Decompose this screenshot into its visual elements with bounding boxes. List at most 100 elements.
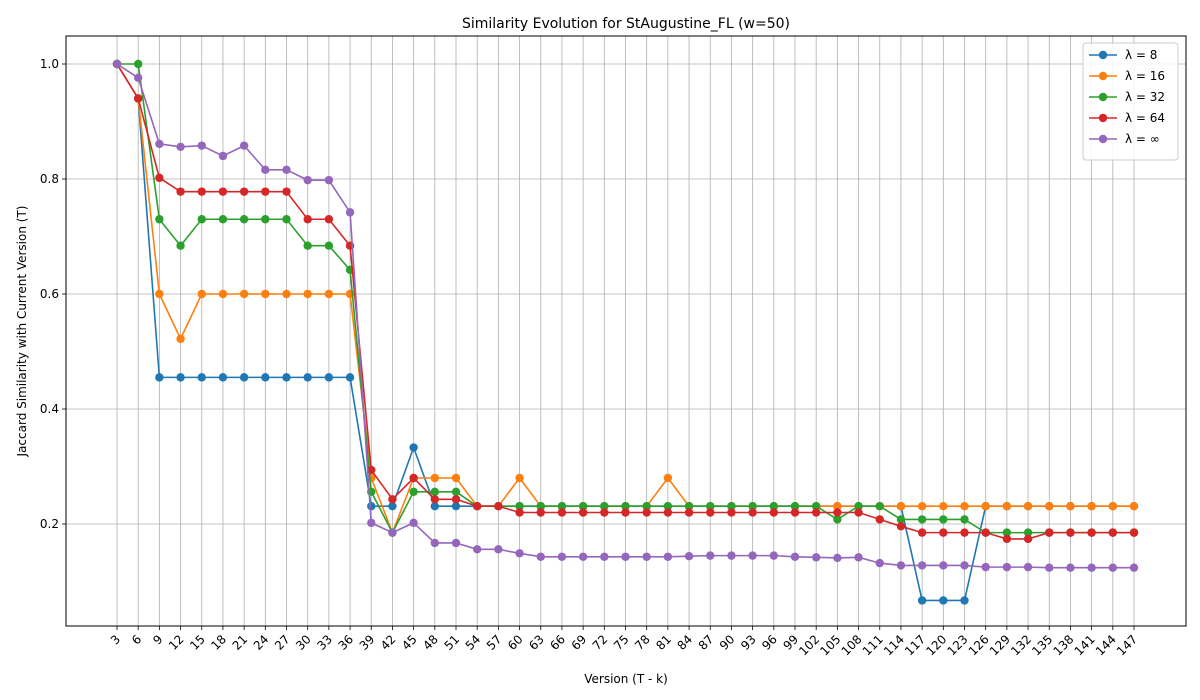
data-point [875, 558, 884, 568]
data-point [600, 508, 609, 517]
data-point [684, 501, 694, 511]
x-axis-title: Version (T - k) [584, 672, 668, 686]
data-point [324, 241, 334, 250]
data-point [896, 561, 906, 570]
data-point [155, 215, 164, 224]
data-point [917, 596, 927, 605]
data-point [197, 215, 206, 224]
data-point [324, 215, 334, 224]
data-point [515, 549, 524, 558]
data-point [896, 515, 906, 524]
data-point [1129, 501, 1139, 511]
data-point [261, 289, 270, 299]
data-point [197, 187, 206, 196]
data-point [748, 501, 757, 511]
data-point [960, 515, 969, 524]
y-tick-label: 1.0 [40, 57, 59, 71]
data-point [451, 501, 461, 511]
data-point [451, 495, 461, 504]
data-point [282, 215, 291, 224]
data-point [282, 187, 291, 196]
data-point [939, 561, 948, 570]
data-point [981, 528, 990, 537]
data-point [917, 515, 927, 524]
legend-marker [1098, 71, 1108, 81]
data-point [261, 373, 270, 382]
data-point [239, 187, 249, 196]
data-point [133, 94, 143, 103]
data-point [790, 552, 800, 561]
data-point [388, 495, 397, 504]
data-point [875, 515, 884, 524]
data-point [642, 501, 651, 511]
data-point [1108, 528, 1118, 537]
data-point [367, 501, 376, 511]
data-point [282, 289, 291, 299]
data-point [939, 528, 948, 537]
data-point [324, 373, 334, 382]
legend-box [1082, 42, 1179, 161]
data-point [239, 289, 249, 299]
data-point [430, 501, 440, 511]
data-point [409, 518, 418, 528]
data-point [557, 501, 567, 511]
data-point [1002, 501, 1012, 511]
data-point [367, 518, 376, 528]
data-point [875, 501, 884, 511]
data-point [663, 552, 673, 561]
data-point [981, 501, 990, 511]
data-point [176, 373, 185, 382]
data-point [811, 508, 821, 517]
data-point [155, 173, 164, 183]
data-point [854, 501, 863, 511]
data-point [663, 501, 673, 511]
data-point [239, 141, 249, 150]
data-point [642, 508, 651, 517]
data-point [1066, 528, 1075, 537]
legend-label: λ = 32 [1125, 90, 1165, 104]
data-point [833, 508, 842, 517]
data-point [578, 508, 588, 517]
data-point [430, 538, 440, 548]
data-point [239, 373, 249, 382]
data-point [896, 501, 906, 511]
data-point [1108, 501, 1118, 511]
data-point [536, 508, 545, 517]
y-axis-title: Jaccard Similarity with Current Version … [15, 206, 29, 458]
data-point [197, 289, 206, 299]
data-point [133, 73, 143, 83]
data-point [939, 596, 948, 605]
y-tick-label: 0.2 [40, 517, 59, 531]
data-point [155, 139, 164, 149]
data-point [218, 373, 228, 382]
data-point [706, 551, 715, 560]
data-point [472, 501, 482, 511]
data-point [939, 515, 948, 524]
data-point [176, 142, 185, 151]
data-point [430, 473, 440, 483]
data-point [515, 473, 524, 483]
data-point [960, 596, 969, 605]
data-point [896, 522, 906, 531]
data-point [684, 508, 694, 517]
data-point [472, 545, 482, 554]
legend-label: λ = 16 [1125, 69, 1165, 83]
data-point [706, 508, 715, 517]
data-point [557, 552, 567, 561]
data-point [261, 215, 270, 224]
legend-marker [1098, 50, 1108, 60]
data-point [706, 501, 715, 511]
data-point [811, 501, 821, 511]
data-point [324, 289, 334, 299]
data-point [133, 59, 143, 69]
data-point [833, 515, 842, 524]
data-point [1023, 562, 1033, 572]
data-point [1002, 562, 1012, 572]
data-point [261, 187, 270, 196]
data-point [578, 552, 588, 561]
data-point [176, 334, 185, 344]
data-point [917, 561, 927, 570]
data-point [1023, 534, 1033, 544]
